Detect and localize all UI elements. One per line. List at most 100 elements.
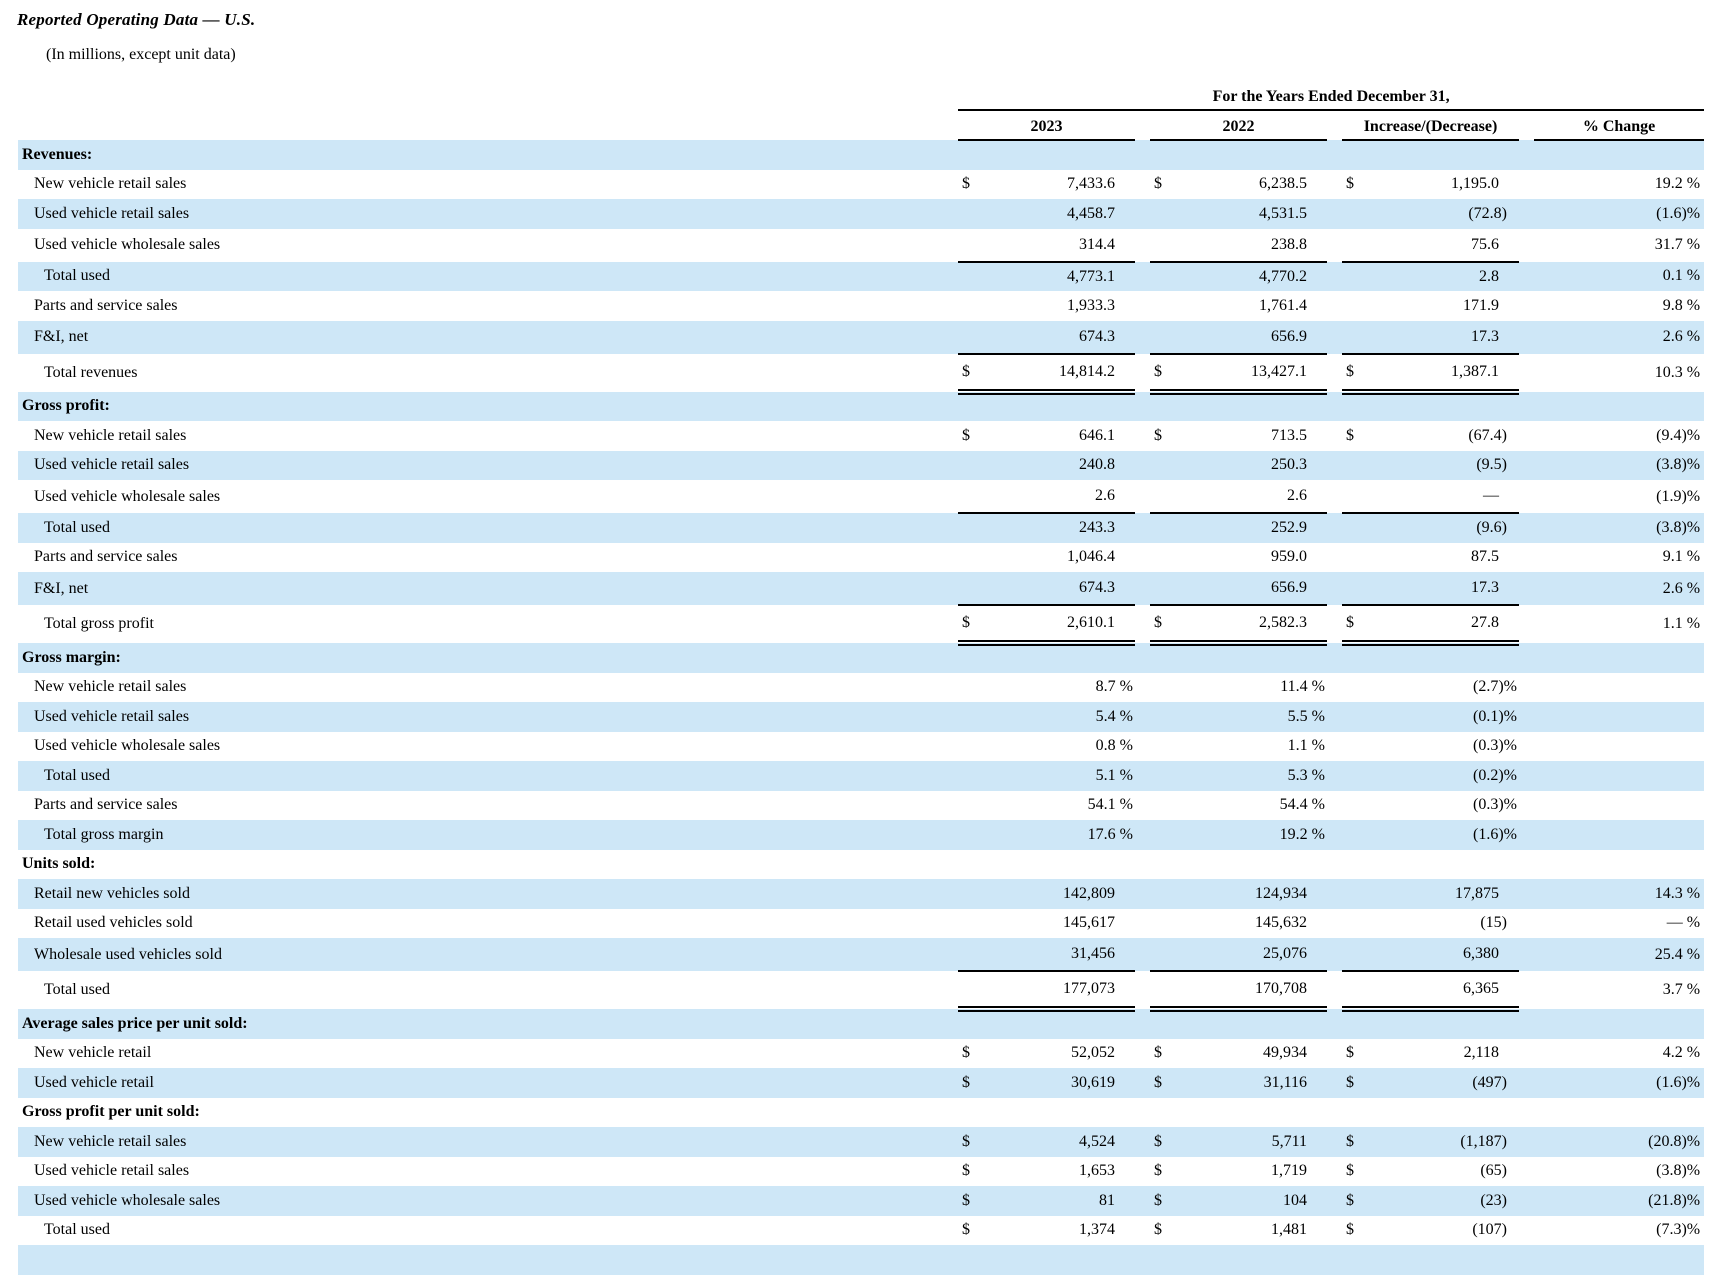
value-cell: (107) (1472, 1221, 1507, 1239)
row-label: Used vehicle retail sales (18, 702, 958, 732)
table-row: New vehicle retail sales $7,433.6 $6,238.5… (18, 170, 1704, 200)
value-cell: 959.0 (1271, 548, 1307, 566)
value-cell: 104 (1184, 1186, 1327, 1216)
pct-change-cell: (1.6)% (1534, 199, 1705, 229)
value-cell: 2.8 (1376, 261, 1519, 291)
column-gap (1519, 354, 1534, 392)
value-cell: 1,195.0 (1451, 175, 1499, 193)
pct-change-cell: 0.1 % (1534, 261, 1705, 291)
currency-cell (958, 513, 992, 543)
row-label: Used vehicle retail sales (34, 1162, 190, 1180)
value-cell: 171.9 (1463, 296, 1499, 314)
column-gap (1327, 1127, 1342, 1157)
currency-cell (1150, 791, 1184, 821)
currency-cell (958, 850, 992, 880)
column-gap (1519, 971, 1534, 1009)
currency-cell: $ (1346, 1162, 1354, 1180)
value-cell: 252.9 (1184, 513, 1327, 543)
value-cell (1184, 643, 1327, 673)
section-row: Gross profit per unit sold: (18, 1098, 1704, 1128)
value-cell: 177,073 (992, 971, 1135, 1012)
pct-change-cell (1534, 791, 1704, 821)
currency-cell (958, 820, 992, 850)
row-label: Total used (18, 261, 958, 291)
currency-cell (1150, 1098, 1184, 1128)
pct-change-cell: 9.8 % (1662, 296, 1701, 314)
column-gap (1327, 391, 1342, 421)
value-cell: 75.6 (1376, 228, 1519, 263)
row-label: Retail used vehicles sold (34, 914, 193, 932)
value-cell: 656.9 (1184, 572, 1327, 606)
value-cell: 17.3 (1376, 572, 1519, 606)
currency-cell: $ (958, 1068, 992, 1098)
column-gap (1135, 1098, 1150, 1128)
column-gap (1519, 572, 1534, 605)
currency-cell (1342, 199, 1376, 229)
row-label: Total used (44, 1221, 110, 1239)
currency-cell (958, 1098, 992, 1128)
row-label: Parts and service sales (34, 548, 178, 566)
row-label: Total gross margin (18, 820, 958, 850)
value-cell: — (1376, 480, 1519, 514)
column-gap (1135, 421, 1150, 451)
currency-cell (958, 291, 992, 321)
value-cell: 142,809 (992, 879, 1135, 909)
value-cell: 1,933.3 (1067, 296, 1115, 314)
table-row: Wholesale used vehicles sold 31,456 25,076… (18, 938, 1705, 972)
column-gap (1135, 110, 1150, 140)
column-gap (1327, 291, 1342, 321)
value-cell (1184, 1245, 1327, 1275)
pct-change-cell (1534, 140, 1705, 170)
currency-cell (958, 909, 992, 939)
currency-cell (958, 543, 992, 573)
table-row: Used vehicle retail $30,619 $31,116 $ (497)(… (18, 1068, 1705, 1098)
currency-cell (1342, 391, 1376, 421)
currency-cell (1150, 702, 1184, 732)
column-gap (1327, 938, 1342, 971)
column-gap (1519, 320, 1534, 354)
column-gap (1135, 971, 1150, 1009)
currency-cell (958, 971, 992, 1012)
currency-cell (1150, 543, 1184, 573)
value-cell: 314.4 (992, 228, 1135, 263)
pct-change-cell: 14.3 % (1534, 879, 1705, 909)
value-cell (1184, 1009, 1327, 1039)
column-gap (1135, 450, 1150, 480)
value-cell: 0.8 % (1095, 737, 1133, 755)
row-label: F&I, net (18, 572, 958, 605)
column-gap (1519, 291, 1534, 321)
value-cell: 124,934 (1184, 879, 1327, 909)
currency-cell: $ (962, 426, 970, 444)
value-cell: 6,238.5 (1259, 175, 1307, 193)
table-row: Parts and service sales 1,933.3 1,761.4 171… (18, 291, 1704, 321)
table-row: Retail used vehicles sold 145,617 145,632 (… (18, 909, 1704, 939)
currency-cell (1150, 673, 1184, 703)
value-cell (1376, 850, 1519, 880)
value-cell: 7,433.6 (1067, 175, 1115, 193)
row-label: Total used (18, 761, 958, 791)
value-cell: 52,052 (1071, 1044, 1115, 1062)
currency-cell: $ (1346, 1221, 1354, 1239)
column-gap (1519, 605, 1534, 643)
value-cell: (67.4) (1468, 426, 1507, 444)
currency-cell (1342, 450, 1376, 480)
value-cell: (1.6)% (1376, 820, 1519, 850)
column-gap (1327, 1245, 1342, 1275)
col-header-pct-change: % Change (1534, 110, 1705, 141)
value-cell: 54.1 % (1087, 796, 1133, 814)
row-label: Total used (18, 513, 958, 543)
pct-change-cell: 25.4 % (1534, 938, 1705, 971)
value-cell (1376, 140, 1519, 170)
currency-cell: $ (958, 353, 992, 395)
table-row: F&I, net 674.3 656.9 17.3 2.6 % (18, 572, 1705, 606)
column-gap (1327, 1039, 1342, 1069)
column-gap (1135, 938, 1150, 971)
value-cell: 1.1 % (1287, 737, 1325, 755)
value-cell (1184, 1098, 1327, 1128)
pct-change-cell (1534, 1245, 1705, 1275)
column-gap (1135, 879, 1150, 909)
column-gap (1519, 513, 1534, 543)
value-cell: 674.3 (992, 572, 1135, 606)
value-cell: (0.3)% (1473, 737, 1517, 755)
column-gap (1519, 1039, 1534, 1069)
